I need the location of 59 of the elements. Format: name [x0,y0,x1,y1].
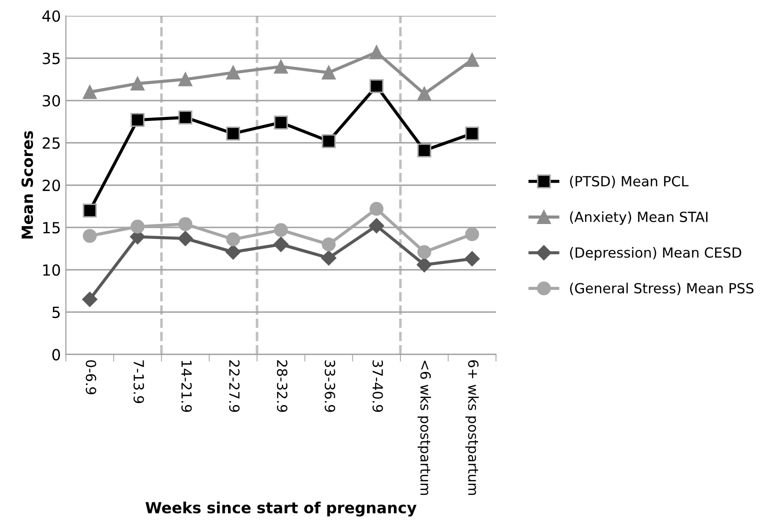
point [465,52,480,67]
point [370,45,384,60]
point [82,204,97,218]
x-tick-label: 28-32.9 [276,360,288,412]
x-axis-title: Weeks since start of pregnancy [146,502,417,516]
point [370,202,384,216]
x-tick-label: 0-6.9 [86,360,96,394]
y-tick-label: 15 [43,222,60,234]
x-tick-label: 14-21.9 [181,360,192,412]
point [417,245,432,259]
point [178,110,192,124]
point [178,230,193,246]
y-tick-label: 25 [42,137,60,149]
point [322,237,336,252]
y-tick-label: 20 [42,180,60,192]
y-tick-label: 35 [42,52,60,64]
point [226,244,241,260]
legend-label: (PTSD) Mean PCL [570,176,689,188]
point [321,250,336,266]
x-tick-label: 33-36.9 [324,360,336,412]
point [368,218,384,234]
point [82,85,97,99]
y-tick-label: 5 [52,306,60,318]
point [82,292,98,307]
x-tick-label: 22-27.9 [229,360,240,412]
point [226,126,240,140]
point [370,79,384,94]
point [178,217,192,232]
x-tick-label: 6+ wks postpartum [465,360,479,495]
point [130,220,145,234]
point [416,257,432,272]
point [274,116,288,130]
point [322,66,336,80]
y-axis-title: Mean Scores [22,131,34,239]
y-tick-label: 40 [42,10,60,22]
legend-label: (Anxiety) Mean STAI [570,211,708,225]
point [130,76,145,91]
point [464,251,480,266]
y-tick-label: 30 [42,94,60,107]
point [178,72,192,86]
y-tick-label: 0 [52,348,60,360]
point [274,223,288,237]
point [130,113,145,127]
point [273,236,289,252]
point [417,86,432,101]
point [274,60,288,74]
point [226,232,240,246]
point [417,144,432,158]
point [226,66,240,80]
point [465,227,480,242]
point [322,134,336,148]
x-tick-label: 7-13.9 [134,360,144,404]
x-tick-label: <6 wks postpartum [418,360,432,495]
y-tick-label: 10 [43,264,60,276]
x-tick-label: 37-40.9 [372,360,383,412]
legend-label: (General Stress) Mean PSS [570,282,754,296]
point [82,228,97,243]
legend-label: (Depression) Mean CESD [570,247,742,260]
point [465,126,480,140]
